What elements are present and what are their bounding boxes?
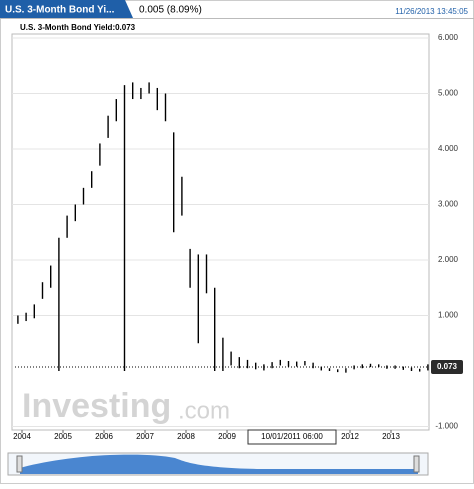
- tab-title[interactable]: U.S. 3-Month Bond Yi...: [5, 5, 115, 16]
- x-tick-label: 2009: [218, 432, 236, 441]
- x-tick-label: 2008: [177, 432, 195, 441]
- tab[interactable]: [0, 0, 133, 18]
- y-tick-label: -1.000: [435, 422, 458, 431]
- x-tick-label: 2004: [13, 432, 31, 441]
- x-tick-label: 2013: [382, 432, 400, 441]
- y-tick-label: 4.000: [438, 144, 459, 153]
- navigator-handle[interactable]: [413, 455, 420, 473]
- watermark: Investing: [22, 387, 171, 425]
- y-tick-label: 6.000: [438, 33, 459, 42]
- y-tick-label: 1.000: [438, 311, 459, 320]
- change: 0.005 (8.09%): [139, 5, 202, 16]
- plot-frame: [11, 33, 430, 431]
- last-value-box: [431, 359, 463, 374]
- last-value-label: 0.073: [437, 362, 458, 371]
- x-tick-label: 2005: [54, 432, 72, 441]
- y-tick-label: 3.000: [438, 200, 459, 209]
- timestamp: 11/26/2013 13:45:05: [395, 7, 468, 16]
- navigator-area: [20, 454, 418, 474]
- crosshair-box: [247, 429, 337, 445]
- x-tick-label: 2006: [95, 432, 113, 441]
- watermark-suffix: .com: [178, 397, 230, 424]
- legend: U.S. 3-Month Bond Yield:0.073: [20, 23, 136, 32]
- navigator-handle[interactable]: [16, 455, 23, 473]
- y-tick-label: 5.000: [438, 89, 459, 98]
- y-tick-label: 2.000: [438, 255, 459, 264]
- crosshair-label: 10/01/2011 06:00: [261, 432, 323, 441]
- x-tick-label: 2007: [136, 432, 154, 441]
- x-tick-label: 2012: [341, 432, 359, 441]
